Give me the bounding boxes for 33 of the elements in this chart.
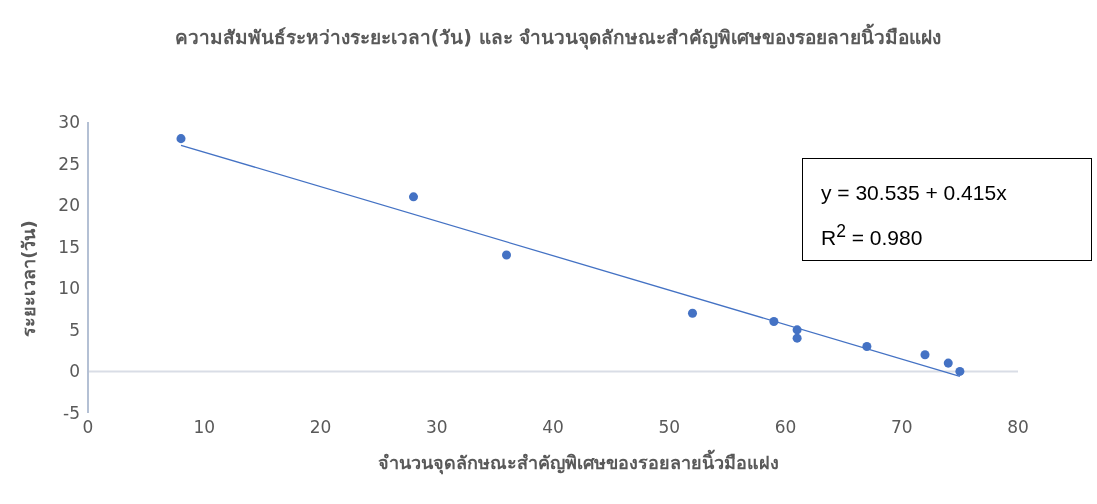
point [955,366,965,376]
point [501,250,512,260]
y-tick-label: 0 [69,361,80,382]
x-tick-label: 30 [425,417,448,438]
y-tick-label: 20 [58,195,80,216]
point [920,350,930,360]
annotation: R$^{2}$ = 0.980 [821,219,924,251]
x-tick-label: 10 [193,417,216,438]
x-tick-label: 70 [890,417,913,438]
point [862,341,872,351]
chart-title: ความสัมพันธ์ระหว่างระยะเวลา(วัน) และ จำนวนจุดลักษณะสำคัญพิเศษของรอยลายนิ้วมือแฝง [173,22,943,52]
x-tick-label: 20 [309,417,332,438]
x-tick-label: 50 [658,417,681,438]
point [943,358,953,368]
point [792,333,802,343]
point [792,325,802,335]
point [687,308,698,318]
x-axis-title: จำนวนจุดลักษณะสำคัญพิเศษของรอยลายนิ้วมือแฝง [376,448,780,477]
point [176,134,186,144]
x-tick-label: 40 [542,417,564,438]
x-tick-label: 80 [1007,417,1029,438]
point [408,192,419,202]
y-tick-label: 25 [58,153,80,174]
y-axis-title: ระยะเวลา(วัน) [16,219,40,337]
y-tick-label: -5 [63,403,80,424]
y-tick-label: 5 [69,319,80,340]
y-tick-label: 15 [58,236,80,257]
annotation: y = 30.535 + 0.415x [821,180,1008,206]
y-tick-label: 30 [58,112,80,133]
y-tick-label: 10 [58,278,80,299]
x-tick-label: 0 [82,417,94,438]
point [769,317,779,327]
x-tick-label: 60 [774,417,797,438]
